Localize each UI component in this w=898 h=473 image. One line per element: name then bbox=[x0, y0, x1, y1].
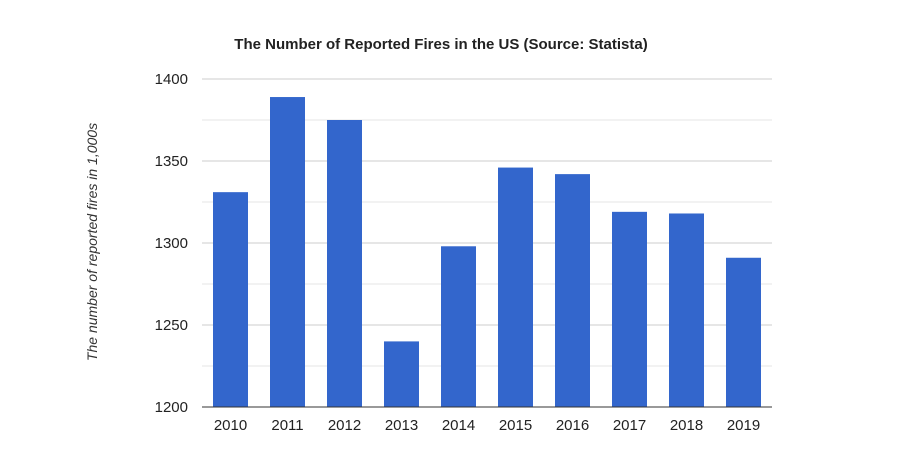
x-tick-labels: 2010 2011 2012 2013 2014 2015 2016 2017 2018 2019 bbox=[214, 417, 760, 434]
x-tick-label: 2018 bbox=[670, 417, 703, 434]
bar-2011 bbox=[270, 97, 305, 407]
bar-2012 bbox=[327, 120, 362, 407]
x-tick-label: 2017 bbox=[613, 417, 646, 434]
x-tick-label: 2010 bbox=[214, 417, 247, 434]
y-axis-label: The number of reported fires in 1,000s bbox=[84, 123, 100, 361]
bar-2017 bbox=[612, 211, 647, 407]
x-tick-label: 2015 bbox=[499, 417, 532, 434]
x-tick-label: 2019 bbox=[727, 417, 760, 434]
y-tick-label: 1250 bbox=[155, 317, 188, 334]
y-tick-label: 1350 bbox=[155, 153, 188, 170]
bar-2015 bbox=[498, 167, 533, 407]
bar-2014 bbox=[441, 246, 476, 407]
bar-2016 bbox=[555, 174, 590, 407]
bar-2013 bbox=[384, 341, 419, 407]
bars bbox=[213, 97, 761, 407]
x-tick-label: 2013 bbox=[385, 417, 418, 434]
y-tick-labels: 1200 1250 1300 1350 1400 bbox=[155, 71, 188, 416]
y-tick-label: 1300 bbox=[155, 235, 188, 252]
x-tick-label: 2012 bbox=[328, 417, 361, 434]
x-tick-label: 2016 bbox=[556, 417, 589, 434]
y-tick-label: 1200 bbox=[155, 399, 188, 416]
bar-2010 bbox=[213, 192, 248, 407]
bar-2019 bbox=[726, 257, 761, 407]
bar-2018 bbox=[669, 213, 704, 407]
y-tick-label: 1400 bbox=[155, 71, 188, 88]
x-tick-label: 2014 bbox=[442, 417, 475, 434]
x-tick-label: 2011 bbox=[271, 417, 303, 434]
chart-title: The Number of Reported Fires in the US (… bbox=[234, 36, 647, 53]
